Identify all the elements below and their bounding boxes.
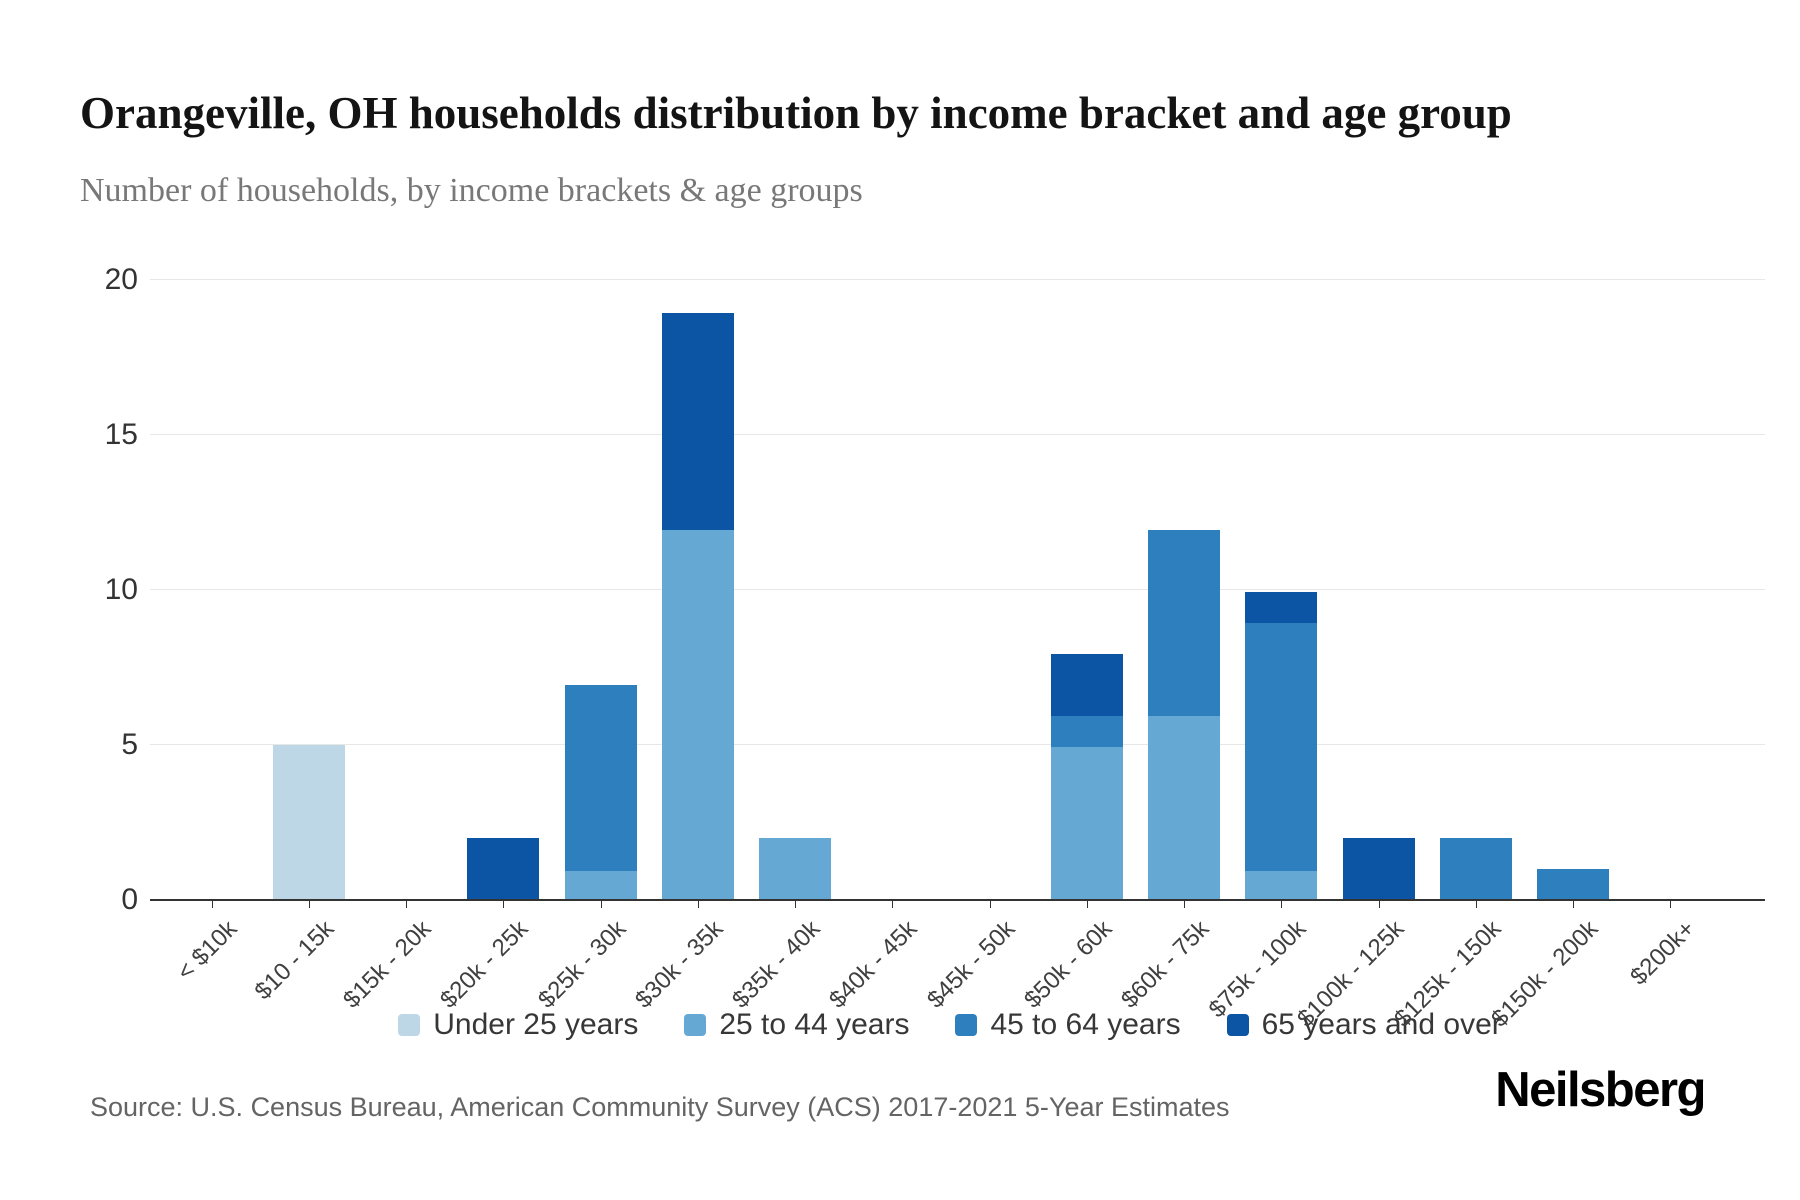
chart-title: Orangeville, OH households distribution …: [80, 88, 1512, 139]
legend-item[interactable]: Under 25 years: [398, 1008, 638, 1042]
bar-segment: [1245, 621, 1318, 871]
source-attribution: Source: U.S. Census Bureau, American Com…: [90, 1092, 1230, 1122]
x-axis-label: $15k - 20k: [338, 915, 437, 1014]
x-axis-label: $75k - 100k: [1203, 915, 1312, 1024]
bar-segment: [1050, 745, 1123, 900]
gridline-y5: [150, 744, 1765, 745]
legend-label: 45 to 64 years: [990, 1008, 1181, 1041]
x-axis-tick: [989, 901, 991, 908]
x-axis-tick: [1670, 901, 1672, 908]
bar-segment: [1537, 869, 1610, 900]
legend-label: 25 to 44 years: [719, 1008, 910, 1041]
x-axis-tick: [1573, 901, 1575, 908]
brand-logo: Neilsberg: [1495, 1063, 1706, 1117]
x-axis-tick: [503, 901, 505, 908]
x-axis-tick: [795, 901, 797, 908]
bar-segment: [661, 528, 734, 900]
x-axis-label: $35k - 40k: [727, 915, 826, 1014]
y-axis-label: 10: [104, 573, 138, 606]
x-axis-label: $40k - 45k: [824, 915, 923, 1014]
legend-item[interactable]: 65 years and over: [1226, 1008, 1502, 1042]
legend-item[interactable]: 45 to 64 years: [955, 1008, 1181, 1042]
x-axis-tick: [211, 901, 213, 908]
bar-segment: [272, 745, 345, 900]
legend-swatch: [1226, 1014, 1249, 1036]
bar-segment: [1245, 869, 1318, 900]
bar-segment: [759, 838, 832, 900]
x-axis-label: $50k - 60k: [1018, 915, 1118, 1014]
bar-segment: [564, 869, 637, 900]
x-axis-tick: [1086, 901, 1088, 908]
bar-segment: [1050, 714, 1123, 747]
bar-segment: [1439, 838, 1512, 900]
legend-label: Under 25 years: [433, 1008, 639, 1041]
x-axis-label: $25k - 30k: [532, 915, 632, 1014]
legend-swatch: [955, 1014, 978, 1036]
gridline-y10: [150, 589, 1765, 590]
x-axis-tick: [600, 901, 602, 908]
bar-segment: [467, 838, 540, 900]
legend-swatch: [398, 1014, 421, 1036]
bar-segment: [1245, 590, 1318, 623]
bar-segment: [1342, 838, 1415, 900]
y-axis-label: 5: [121, 728, 138, 761]
y-axis-label: 0: [121, 883, 138, 916]
x-axis-label: $200k+: [1625, 915, 1701, 991]
x-axis-label: $60k - 75k: [1116, 915, 1215, 1014]
gridline-y20: [150, 279, 1765, 280]
legend-item[interactable]: 25 to 44 years: [684, 1008, 909, 1042]
legend-label: 65 years and over: [1261, 1008, 1502, 1041]
x-axis-tick: [1281, 901, 1283, 908]
x-axis-tick: [1378, 901, 1380, 908]
bar-segment: [1148, 714, 1221, 900]
bar-segment: [661, 311, 734, 530]
bar-segment: [564, 683, 637, 871]
x-axis-label: $45k - 50k: [921, 915, 1021, 1014]
gridline-y15: [150, 434, 1765, 435]
x-axis-label: $30k - 35k: [629, 915, 729, 1014]
x-axis-tick: [1184, 901, 1186, 908]
bar-segment: [1050, 652, 1123, 716]
x-axis-line: [150, 899, 1765, 901]
y-axis-label: 15: [104, 418, 138, 451]
legend-swatch: [684, 1014, 707, 1036]
legend: Under 25 years 25 to 44 years 45 to 64 yea…: [100, 1008, 1800, 1042]
x-axis-tick: [1475, 901, 1477, 908]
x-axis-tick: [697, 901, 699, 908]
x-axis-tick: [892, 901, 894, 908]
bar-segment: [1148, 528, 1221, 716]
x-axis-tick: [406, 901, 408, 908]
y-axis-label: 20: [104, 263, 138, 296]
x-axis-tick: [308, 901, 310, 908]
chart-subtitle: Number of households, by income brackets…: [80, 172, 863, 209]
x-axis-label: < $10k: [171, 915, 243, 986]
x-axis-label: $10 - 15k: [249, 915, 340, 1006]
x-axis-label: $20k - 25k: [435, 915, 534, 1014]
